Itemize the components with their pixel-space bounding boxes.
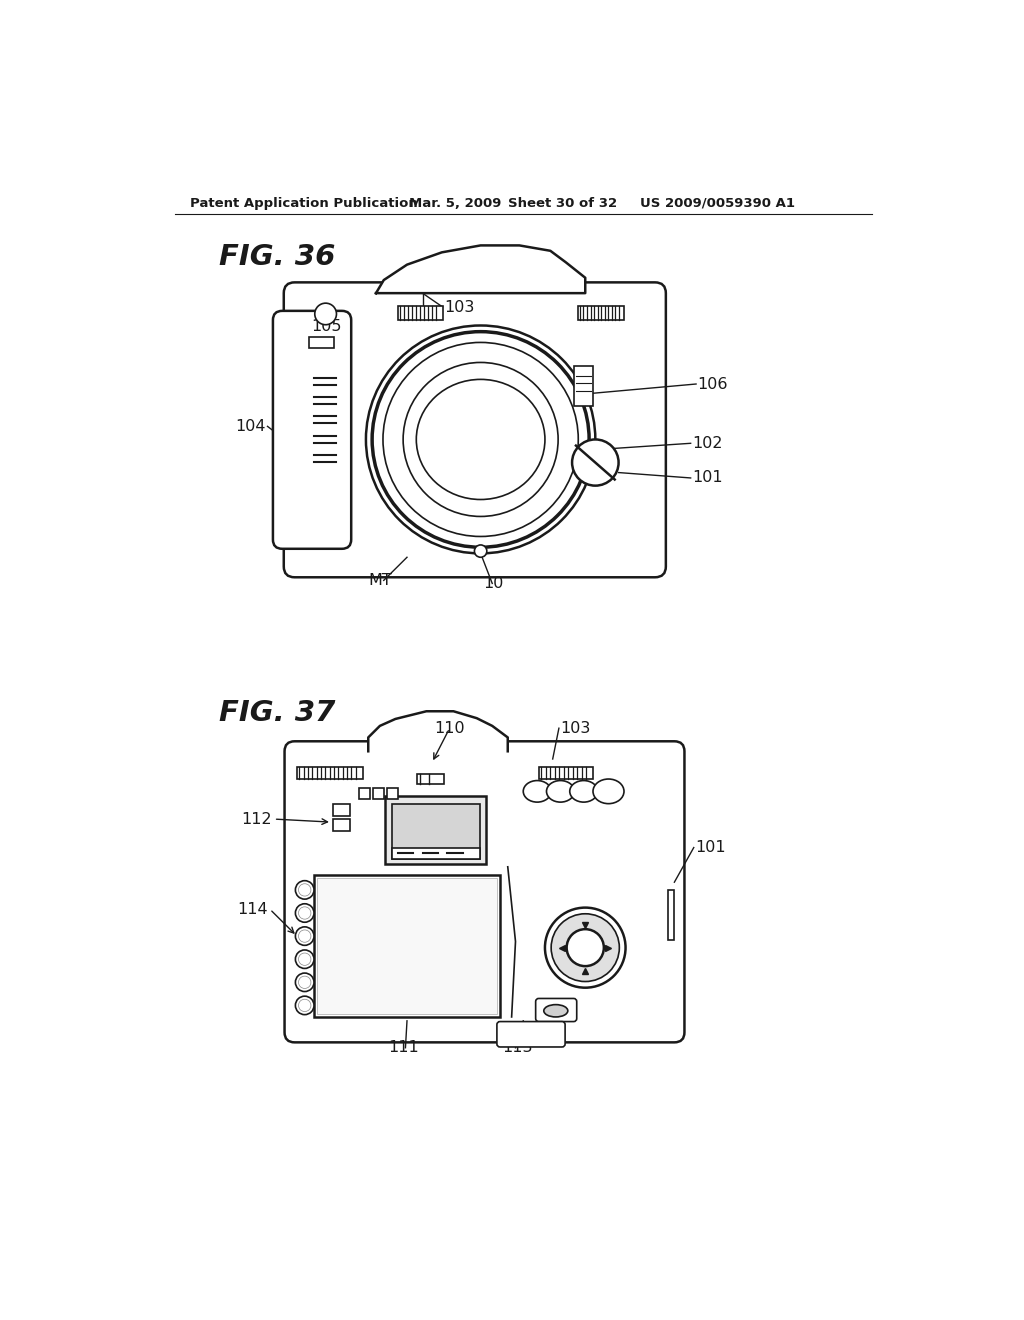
Text: 106: 106 xyxy=(697,376,728,392)
Text: 112: 112 xyxy=(242,812,272,826)
Text: FIG. 37: FIG. 37 xyxy=(219,698,336,727)
Bar xyxy=(385,796,486,863)
Text: 10: 10 xyxy=(483,576,504,591)
Bar xyxy=(297,767,362,779)
Circle shape xyxy=(366,326,595,553)
Text: MT: MT xyxy=(369,573,392,587)
Circle shape xyxy=(403,363,558,516)
Bar xyxy=(397,306,442,321)
Bar xyxy=(309,337,334,348)
Circle shape xyxy=(295,973,314,991)
Bar xyxy=(391,847,480,859)
Circle shape xyxy=(299,977,311,989)
Bar xyxy=(387,788,397,799)
Circle shape xyxy=(295,927,314,945)
Text: 105: 105 xyxy=(311,318,342,334)
Circle shape xyxy=(299,999,311,1011)
Circle shape xyxy=(299,953,311,965)
Bar xyxy=(669,890,675,940)
Polygon shape xyxy=(376,246,586,293)
Bar xyxy=(333,804,349,816)
Text: 111: 111 xyxy=(388,1040,419,1055)
Text: 101: 101 xyxy=(692,470,723,486)
Text: 114: 114 xyxy=(238,902,268,916)
Text: 113: 113 xyxy=(502,1040,532,1055)
Circle shape xyxy=(474,545,486,557)
Ellipse shape xyxy=(544,1005,568,1016)
Ellipse shape xyxy=(569,780,598,803)
Text: US 2009/0059390 A1: US 2009/0059390 A1 xyxy=(640,197,795,210)
Circle shape xyxy=(299,907,311,919)
Ellipse shape xyxy=(593,779,624,804)
Text: Sheet 30 of 32: Sheet 30 of 32 xyxy=(508,197,616,210)
Bar xyxy=(359,788,370,799)
Text: 103: 103 xyxy=(444,300,474,314)
Circle shape xyxy=(295,997,314,1015)
Bar xyxy=(578,306,624,321)
Text: FIG. 36: FIG. 36 xyxy=(219,243,336,271)
Text: 103: 103 xyxy=(560,721,591,735)
Ellipse shape xyxy=(523,780,551,803)
Circle shape xyxy=(314,304,337,325)
Circle shape xyxy=(572,440,618,486)
Bar xyxy=(539,767,593,779)
Circle shape xyxy=(383,342,579,536)
Bar xyxy=(373,788,384,799)
Circle shape xyxy=(545,908,626,987)
Text: 104: 104 xyxy=(236,418,266,434)
FancyBboxPatch shape xyxy=(497,1022,565,1047)
Circle shape xyxy=(299,884,311,896)
Ellipse shape xyxy=(417,379,545,499)
Bar xyxy=(391,804,480,859)
Ellipse shape xyxy=(547,780,574,803)
FancyBboxPatch shape xyxy=(536,998,577,1022)
Circle shape xyxy=(566,929,604,966)
Polygon shape xyxy=(369,711,508,751)
Text: Patent Application Publication: Patent Application Publication xyxy=(190,197,418,210)
FancyBboxPatch shape xyxy=(284,282,666,577)
Bar xyxy=(573,367,593,407)
Circle shape xyxy=(299,929,311,942)
Text: 110: 110 xyxy=(434,721,465,735)
Text: 100: 100 xyxy=(471,259,502,273)
Circle shape xyxy=(295,904,314,923)
Bar xyxy=(317,878,497,1014)
Circle shape xyxy=(295,880,314,899)
Text: 101: 101 xyxy=(695,840,726,855)
Circle shape xyxy=(551,913,620,982)
FancyBboxPatch shape xyxy=(273,312,351,549)
Circle shape xyxy=(372,331,589,548)
Bar xyxy=(333,818,349,832)
Text: Mar. 5, 2009: Mar. 5, 2009 xyxy=(409,197,501,210)
Circle shape xyxy=(295,950,314,969)
Bar xyxy=(314,875,500,1016)
FancyBboxPatch shape xyxy=(285,742,684,1043)
Text: 102: 102 xyxy=(692,436,723,451)
Bar xyxy=(417,775,444,784)
